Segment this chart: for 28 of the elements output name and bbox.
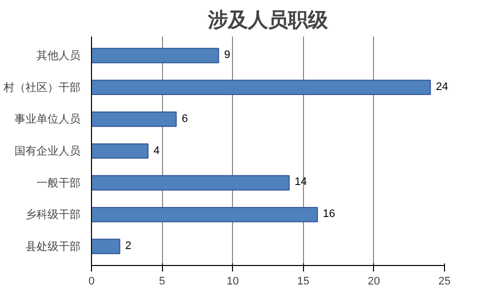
y-tick-label: 县处级干部 (26, 240, 80, 253)
data-label: 6 (182, 112, 188, 125)
y-tick-label: 村（社区）干部 (2, 80, 80, 94)
x-tick-label: 20 (368, 276, 380, 288)
data-label: 9 (224, 49, 230, 62)
bar (92, 206, 318, 222)
y-tick-label: 国有企业人员 (14, 144, 80, 158)
data-label: 2 (125, 240, 132, 252)
y-tick-label: 其他人员 (36, 49, 80, 62)
y-tick-label: 一般干部 (36, 176, 80, 190)
data-label: 24 (436, 80, 448, 93)
data-label: 14 (294, 176, 307, 188)
y-tick-label: 乡科级干部 (26, 208, 80, 222)
data-label: 4 (153, 144, 160, 156)
bar (92, 238, 120, 254)
y-tick-label: 事业单位人员 (14, 112, 80, 126)
x-tick-label: 5 (159, 276, 166, 288)
chart-title: 涉及人员职级 (207, 8, 329, 32)
x-tick-label: 0 (88, 276, 95, 288)
bar (92, 80, 431, 96)
bar (92, 175, 290, 190)
data-label: 16 (322, 208, 336, 220)
bar (92, 143, 148, 159)
x-tick-label: 15 (297, 276, 310, 288)
x-tick-label: 25 (438, 276, 451, 288)
bar (92, 112, 177, 127)
x-tick-label: 10 (226, 276, 239, 288)
bar (92, 48, 220, 64)
